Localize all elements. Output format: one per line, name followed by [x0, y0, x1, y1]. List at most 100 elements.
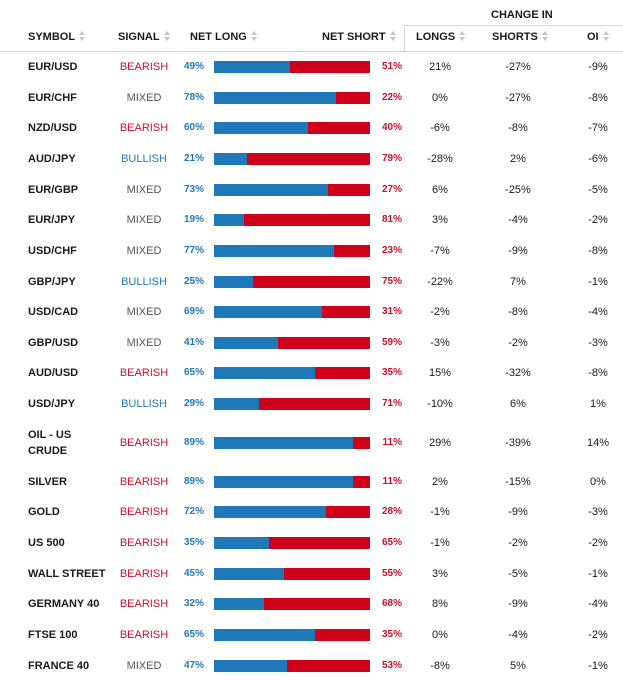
symbol-label[interactable]: AUD/JPY — [28, 153, 76, 165]
change-in-divider — [404, 25, 623, 26]
net-long-percent: 69% — [183, 306, 204, 317]
symbol-label[interactable]: AUD/USD — [28, 367, 79, 379]
symbol-label[interactable]: GERMANY 40 — [28, 598, 100, 610]
symbol-label[interactable]: EUR/JPY — [28, 214, 76, 226]
table-row[interactable]: US 500 BEARISH 35% 65% -1% -2% -2% — [0, 535, 623, 551]
longs-change: 15% — [428, 367, 452, 379]
table-row[interactable]: NZD/USD BEARISH 60% 40% -6% -8% -7% — [0, 120, 623, 136]
longs-change: 3% — [432, 568, 448, 580]
symbol-label[interactable]: USD/CAD — [28, 306, 79, 318]
table-row[interactable]: EUR/JPY MIXED 19% 81% 3% -4% -2% — [0, 212, 623, 228]
table-row[interactable]: AUD/USD BEARISH 65% 35% 15% -32% -8% — [0, 365, 623, 381]
longs-change: -2% — [430, 306, 450, 318]
sort-icon[interactable] — [163, 31, 170, 42]
table-row[interactable]: GOLD BEARISH 72% 28% -1% -9% -3% — [0, 504, 623, 520]
symbol-label[interactable]: GBP/JPY — [28, 276, 76, 288]
longs-column-header[interactable]: LONGS — [416, 31, 466, 43]
net-long-bar — [214, 184, 328, 196]
longs-change: -8% — [430, 660, 450, 672]
table-row[interactable]: GBP/USD MIXED 41% 59% -3% -2% -3% — [0, 335, 623, 351]
table-row[interactable]: USD/CHF MIXED 77% 23% -7% -9% -8% — [0, 243, 623, 259]
table-row[interactable]: EUR/GBP MIXED 73% 27% 6% -25% -5% — [0, 182, 623, 198]
net-short-percent: 55% — [381, 568, 402, 579]
net-long-percent: 73% — [183, 184, 204, 195]
signal-label: MIXED — [126, 306, 162, 318]
symbol-label[interactable]: USD/CHF — [28, 245, 77, 257]
header-divider — [0, 51, 623, 52]
oi-column-header[interactable]: OI — [587, 31, 609, 43]
signal-label: BEARISH — [119, 506, 169, 518]
symbol-label[interactable]: WALL STREET — [28, 568, 106, 580]
table-row[interactable]: FRANCE 40 MIXED 47% 53% -8% 5% -1% — [0, 658, 623, 674]
table-row[interactable]: EUR/USD BEARISH 49% 51% 21% -27% -9% — [0, 59, 623, 75]
symbol-label[interactable]: NZD/USD — [28, 122, 77, 134]
shorts-change: -32% — [505, 367, 531, 379]
sentiment-bar — [214, 122, 370, 134]
symbol-label[interactable]: EUR/GBP — [28, 184, 79, 196]
signal-label: BEARISH — [119, 568, 169, 580]
net-short-percent: 51% — [381, 61, 402, 72]
symbol-label[interactable]: FTSE 100 — [28, 629, 78, 641]
net-short-percent: 22% — [381, 92, 402, 103]
sentiment-bar — [214, 437, 370, 449]
longs-change: 3% — [432, 214, 448, 226]
longs-change: -1% — [430, 506, 450, 518]
symbol-label[interactable]: GOLD — [28, 506, 60, 518]
table-row[interactable]: OIL - US CRUDE BEARISH 89% 11% 29% -39% 14% — [0, 429, 623, 457]
signal-column-header[interactable]: SIGNAL — [118, 31, 170, 43]
table-row[interactable]: USD/JPY BULLISH 29% 71% -10% 6% 1% — [0, 396, 623, 412]
net-short-bar — [259, 398, 370, 410]
symbol-label[interactable]: US 500 — [28, 537, 65, 549]
symbol-label[interactable]: EUR/USD — [28, 61, 78, 73]
symbol-label[interactable]: USD/JPY — [28, 398, 76, 410]
table-row[interactable]: EUR/CHF MIXED 78% 22% 0% -27% -8% — [0, 90, 623, 106]
net-long-percent: 60% — [183, 122, 204, 133]
sort-icon[interactable] — [541, 31, 548, 42]
net-long-bar — [214, 61, 290, 73]
longs-change: -10% — [427, 398, 453, 410]
symbol-column-header[interactable]: SYMBOL — [28, 31, 86, 43]
signal-label: MIXED — [126, 245, 162, 257]
table-row[interactable]: USD/CAD MIXED 69% 31% -2% -8% -4% — [0, 304, 623, 320]
symbol-label[interactable]: EUR/CHF — [28, 92, 77, 104]
oi-change: -6% — [588, 153, 608, 165]
oi-change: -2% — [588, 629, 608, 641]
net-long-bar — [214, 398, 259, 410]
table-row[interactable]: WALL STREET BEARISH 45% 55% 3% -5% -1% — [0, 566, 623, 582]
sort-icon[interactable] — [389, 31, 396, 42]
net-long-percent: 77% — [183, 245, 204, 256]
sort-icon[interactable] — [602, 31, 609, 42]
symbol-label[interactable]: SILVER — [28, 476, 67, 488]
longs-change: -7% — [430, 245, 450, 257]
oi-change: -4% — [588, 306, 608, 318]
net-short-percent: 53% — [381, 660, 402, 671]
net-long-percent: 72% — [183, 506, 204, 517]
shorts-column-header[interactable]: SHORTS — [492, 31, 548, 43]
oi-change: 1% — [590, 398, 606, 410]
net-short-column-header[interactable]: NET SHORT — [322, 31, 396, 43]
signal-label: BEARISH — [119, 598, 169, 610]
net-short-percent: 59% — [381, 337, 402, 348]
table-row[interactable]: AUD/JPY BULLISH 21% 79% -28% 2% -6% — [0, 151, 623, 167]
sentiment-bar — [214, 153, 370, 165]
sort-icon[interactable] — [79, 31, 86, 42]
table-row[interactable]: FTSE 100 BEARISH 65% 35% 0% -4% -2% — [0, 627, 623, 643]
symbol-label-line1[interactable]: OIL - US — [28, 429, 72, 441]
table-row[interactable]: GERMANY 40 BEARISH 32% 68% 8% -9% -4% — [0, 596, 623, 612]
net-short-bar — [290, 61, 370, 73]
symbol-label[interactable]: FRANCE 40 — [28, 660, 90, 672]
column-divider — [404, 28, 405, 52]
oi-change: -2% — [588, 214, 608, 226]
sort-icon[interactable] — [250, 31, 257, 42]
table-row[interactable]: SILVER BEARISH 89% 11% 2% -15% 0% — [0, 474, 623, 490]
symbol-label[interactable]: GBP/USD — [28, 337, 79, 349]
shorts-change: -15% — [505, 476, 531, 488]
sentiment-bar — [214, 367, 370, 379]
net-long-column-header[interactable]: NET LONG — [190, 31, 257, 43]
oi-change: -3% — [588, 337, 608, 349]
table-row[interactable]: GBP/JPY BULLISH 25% 75% -22% 7% -1% — [0, 274, 623, 290]
net-long-percent: 49% — [183, 61, 204, 72]
symbol-label-line2[interactable]: CRUDE — [28, 445, 68, 457]
net-short-bar — [353, 437, 370, 449]
sort-icon[interactable] — [459, 31, 466, 42]
